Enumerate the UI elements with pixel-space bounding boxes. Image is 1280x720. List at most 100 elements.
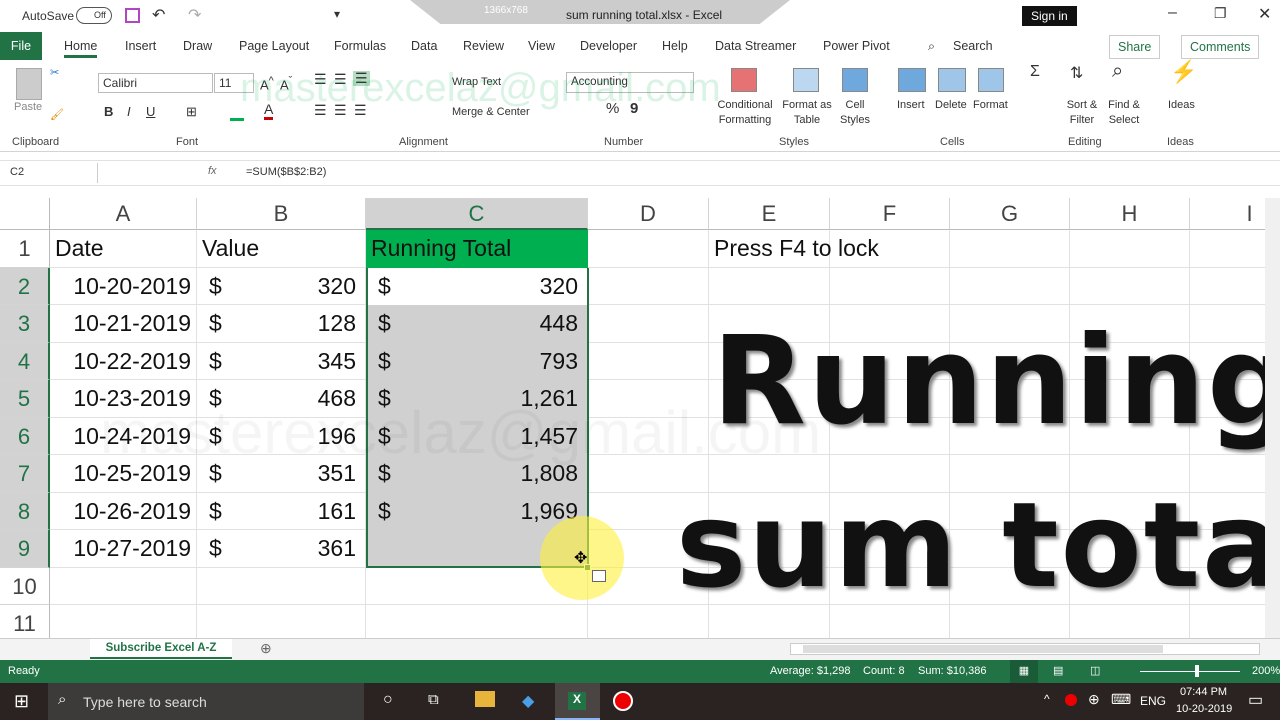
find-icon[interactable]: ⌕ xyxy=(1112,60,1124,82)
windows-start-icon[interactable]: ⊞ xyxy=(14,691,30,711)
cell[interactable] xyxy=(1190,268,1265,305)
row-header-6[interactable]: 6 xyxy=(0,417,50,455)
cell[interactable] xyxy=(1190,568,1265,605)
align-top-icon[interactable]: ☰ xyxy=(314,71,327,87)
cell[interactable] xyxy=(830,455,950,493)
cell[interactable] xyxy=(50,342,197,380)
cell-running-total[interactable]: 1,808 xyxy=(520,460,578,486)
comma-style-button[interactable]: 9 xyxy=(630,100,639,117)
cell[interactable] xyxy=(197,342,366,380)
format-cells-button[interactable]: Format xyxy=(973,99,1008,111)
taskbar-search[interactable]: ⌕ Type here to search xyxy=(48,683,364,720)
currency-symbol[interactable]: $ xyxy=(209,385,222,411)
network-icon[interactable]: ⊕ xyxy=(1088,691,1100,707)
cell[interactable] xyxy=(950,567,1070,605)
cell[interactable] xyxy=(588,605,709,638)
align-center-icon[interactable]: ☰ xyxy=(334,102,347,118)
cell[interactable] xyxy=(830,305,950,343)
cell-date[interactable]: 10-26-2019 xyxy=(73,497,191,524)
delete-cells-button[interactable]: Delete xyxy=(935,99,967,111)
name-box[interactable]: C2 xyxy=(4,163,98,183)
currency-symbol[interactable]: $ xyxy=(378,310,391,336)
currency-symbol[interactable]: $ xyxy=(378,385,391,411)
search-box[interactable]: Search xyxy=(953,39,993,53)
cell-a1[interactable]: Date xyxy=(55,235,104,261)
selection-active-cell[interactable] xyxy=(368,267,587,305)
cell[interactable] xyxy=(588,305,709,343)
font-name-select[interactable]: Calibri xyxy=(98,73,213,93)
cell[interactable] xyxy=(1190,380,1265,418)
font-color-icon[interactable]: A xyxy=(264,102,274,120)
cell[interactable] xyxy=(1070,267,1190,305)
cell-b1[interactable]: Value xyxy=(202,235,260,261)
vertical-scrollbar[interactable] xyxy=(1265,198,1280,638)
clock-date[interactable]: 10-20-2019 xyxy=(1176,703,1233,715)
cell[interactable] xyxy=(1070,417,1190,455)
cell[interactable] xyxy=(950,342,1070,380)
align-right-icon[interactable]: ☰ xyxy=(354,102,367,118)
conditional-formatting-icon[interactable] xyxy=(731,68,757,92)
row-header-5[interactable]: 5 xyxy=(0,380,50,418)
underline-button[interactable]: U xyxy=(146,104,156,119)
tab-power-pivot[interactable]: Power Pivot xyxy=(823,39,890,53)
cell[interactable] xyxy=(588,380,709,418)
cell[interactable] xyxy=(1190,455,1265,493)
tab-review[interactable]: Review xyxy=(463,39,504,53)
cell[interactable] xyxy=(1190,343,1265,380)
decrease-font-icon[interactable]: Aˇ xyxy=(280,75,293,93)
formula-input[interactable]: =SUM($B$2:B2) xyxy=(246,166,327,178)
cell[interactable] xyxy=(50,530,197,568)
row-header-2[interactable]: 2 xyxy=(0,267,50,305)
task-view-icon[interactable]: ⧉ xyxy=(428,691,439,708)
tray-chevron-icon[interactable]: ^ xyxy=(1044,692,1050,706)
tab-data-streamer[interactable]: Data Streamer xyxy=(715,39,797,53)
cell[interactable] xyxy=(709,230,830,268)
cell[interactable] xyxy=(709,605,830,638)
excel-taskbar-icon[interactable]: X xyxy=(555,683,600,720)
cell-date[interactable]: 10-22-2019 xyxy=(73,347,191,374)
cell[interactable] xyxy=(950,230,1070,268)
bold-button[interactable]: B xyxy=(104,104,114,119)
cell-value[interactable]: 196 xyxy=(317,422,356,449)
cell[interactable] xyxy=(588,267,709,305)
conditional-formatting-button[interactable]: Conditional Formatting xyxy=(717,99,773,126)
cell[interactable] xyxy=(1190,530,1265,568)
cell[interactable] xyxy=(709,267,830,305)
cell[interactable] xyxy=(830,230,950,268)
currency-symbol[interactable]: $ xyxy=(378,497,391,524)
cell-date[interactable]: 10-24-2019 xyxy=(73,422,191,449)
cell[interactable] xyxy=(709,455,830,493)
normal-view-icon[interactable]: ▦ xyxy=(1010,660,1038,683)
cell[interactable] xyxy=(1070,380,1190,418)
cell-date[interactable]: 10-23-2019 xyxy=(73,385,191,411)
autosum-icon[interactable]: Σ xyxy=(1030,63,1040,80)
cell[interactable] xyxy=(50,605,197,638)
cell[interactable] xyxy=(588,417,709,455)
tab-formulas[interactable]: Formulas xyxy=(334,39,387,53)
tab-home[interactable]: Home xyxy=(64,39,98,58)
cell[interactable] xyxy=(197,492,366,530)
cell[interactable] xyxy=(50,230,197,268)
row-header-9[interactable]: 9 xyxy=(0,530,50,568)
cell[interactable] xyxy=(50,455,197,493)
currency-symbol[interactable]: $ xyxy=(209,422,222,449)
cell[interactable] xyxy=(1190,493,1265,530)
cell[interactable] xyxy=(1070,455,1190,493)
align-left-icon[interactable]: ☰ xyxy=(314,102,327,118)
cell[interactable] xyxy=(950,417,1070,455)
currency-symbol[interactable]: $ xyxy=(209,535,222,561)
cell-date[interactable]: 10-25-2019 xyxy=(73,460,191,486)
align-middle-icon[interactable]: ☰ xyxy=(334,71,347,87)
cell[interactable] xyxy=(50,492,197,530)
recorder-icon[interactable] xyxy=(613,691,633,711)
cell[interactable] xyxy=(50,305,197,343)
format-cells-icon[interactable] xyxy=(978,68,1004,92)
tab-developer[interactable]: Developer xyxy=(580,39,637,53)
notifications-icon[interactable]: ▭ xyxy=(1248,692,1264,709)
column-header-b[interactable]: B xyxy=(197,198,366,230)
cortana-icon[interactable]: ○ xyxy=(383,691,393,708)
insert-cells-button[interactable]: Insert xyxy=(897,99,925,111)
italic-button[interactable]: I xyxy=(127,104,131,119)
cell[interactable] xyxy=(1190,305,1265,343)
cell[interactable] xyxy=(830,605,950,638)
